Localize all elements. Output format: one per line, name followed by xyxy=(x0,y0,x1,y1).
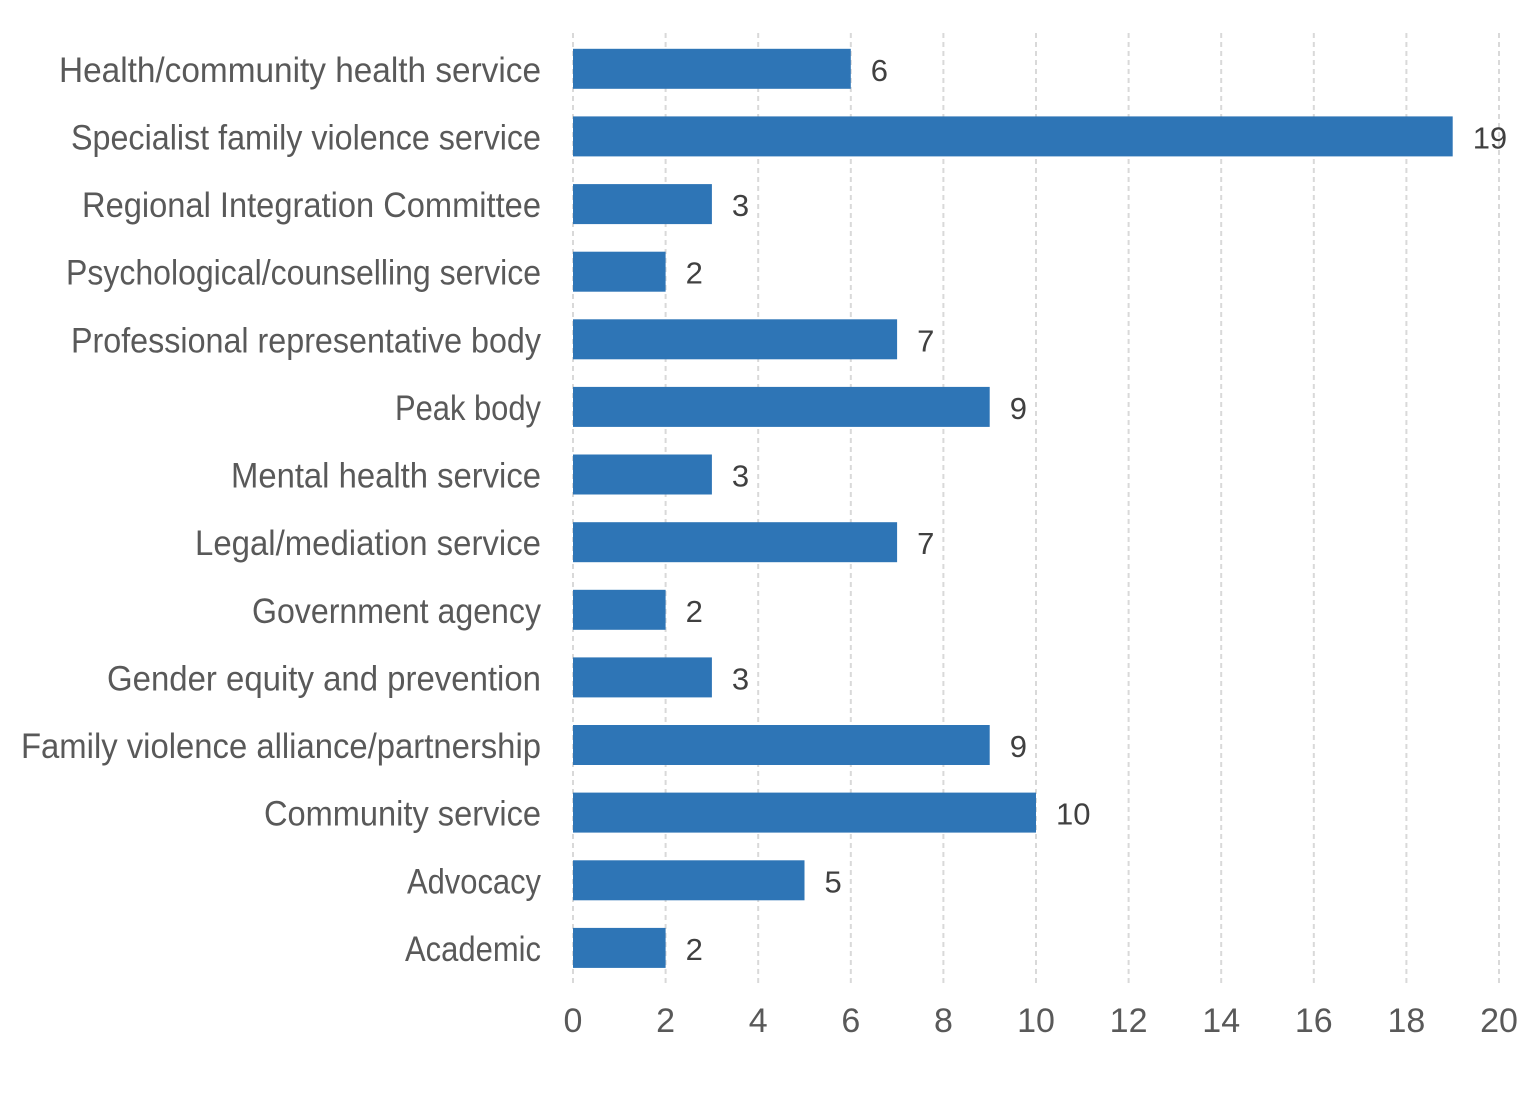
svg-text:Regional Integration Committee: Regional Integration Committee xyxy=(82,186,541,225)
svg-text:20: 20 xyxy=(1480,1002,1518,1040)
svg-text:0: 0 xyxy=(564,1002,583,1040)
svg-text:6: 6 xyxy=(871,53,888,88)
svg-text:Family violence alliance/partn: Family violence alliance/partnership xyxy=(21,727,541,766)
svg-text:8: 8 xyxy=(934,1002,953,1040)
svg-text:Academic: Academic xyxy=(405,930,541,969)
svg-text:Gender equity and prevention: Gender equity and prevention xyxy=(107,659,541,698)
svg-text:2: 2 xyxy=(656,1002,675,1040)
svg-text:16: 16 xyxy=(1295,1002,1333,1040)
svg-text:Government agency: Government agency xyxy=(252,592,541,631)
svg-text:3: 3 xyxy=(732,459,749,494)
svg-text:6: 6 xyxy=(841,1002,860,1040)
svg-text:Mental health service: Mental health service xyxy=(231,457,541,496)
svg-text:9: 9 xyxy=(1010,729,1027,764)
svg-text:9: 9 xyxy=(1010,391,1027,426)
svg-text:10: 10 xyxy=(1017,1002,1055,1040)
svg-text:3: 3 xyxy=(732,188,749,223)
svg-text:Community service: Community service xyxy=(264,795,541,834)
svg-text:Specialist family violence ser: Specialist family violence service xyxy=(71,118,541,157)
svg-text:7: 7 xyxy=(917,526,934,561)
svg-text:18: 18 xyxy=(1387,1002,1425,1040)
svg-text:5: 5 xyxy=(825,864,842,899)
svg-text:4: 4 xyxy=(749,1002,768,1040)
svg-text:Legal/mediation service: Legal/mediation service xyxy=(195,524,541,563)
svg-text:12: 12 xyxy=(1110,1002,1148,1040)
svg-text:19: 19 xyxy=(1473,120,1507,155)
svg-text:7: 7 xyxy=(917,323,934,358)
svg-text:2: 2 xyxy=(686,932,703,967)
svg-text:Peak body: Peak body xyxy=(395,389,541,428)
svg-text:2: 2 xyxy=(686,594,703,629)
svg-text:10: 10 xyxy=(1056,797,1090,832)
svg-text:Advocacy: Advocacy xyxy=(407,862,541,901)
svg-text:Psychological/counselling serv: Psychological/counselling service xyxy=(66,254,541,293)
svg-text:2: 2 xyxy=(686,256,703,291)
svg-text:14: 14 xyxy=(1202,1002,1240,1040)
svg-text:3: 3 xyxy=(732,661,749,696)
svg-text:Professional representative bo: Professional representative body xyxy=(71,321,541,360)
svg-text:Health/community health servic: Health/community health service xyxy=(59,51,541,90)
